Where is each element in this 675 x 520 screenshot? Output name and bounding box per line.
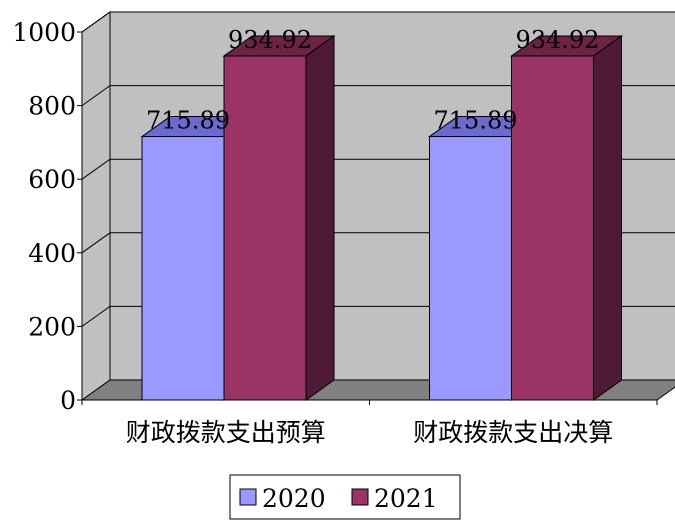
legend-swatch	[239, 488, 257, 506]
category-labels: 财政拨款支出预算 财政拨款支出决算	[126, 418, 614, 447]
y-tick-label: 800	[28, 92, 76, 121]
legend-swatch	[351, 488, 369, 506]
gridline	[81, 85, 675, 107]
category-label: 财政拨款支出决算	[413, 418, 613, 447]
legend-label: 2021	[374, 484, 438, 513]
y-tick-label: 0	[60, 386, 76, 415]
bar	[222, 34, 336, 401]
bar-front	[141, 136, 225, 401]
y-tick-label: 400	[28, 239, 76, 268]
data-label: 934.92	[516, 26, 600, 54]
y-tick-label: 1000	[12, 18, 76, 47]
bar-side	[593, 34, 622, 401]
bar-side	[305, 34, 335, 401]
legend-box	[229, 474, 461, 520]
data-label: 715.89	[146, 107, 230, 135]
y-tick-label: 200	[28, 312, 76, 341]
bar	[509, 34, 624, 401]
bar-front	[511, 55, 594, 401]
legend-label: 2020	[262, 484, 326, 513]
bars	[140, 34, 624, 401]
legend: 2020 2021	[229, 474, 461, 520]
data-label: 715.89	[434, 107, 518, 135]
side-wall	[81, 11, 111, 401]
category-label: 财政拨款支出预算	[126, 418, 326, 447]
gridline	[81, 11, 675, 33]
y-tick-label: 600	[28, 165, 76, 194]
bar-front	[429, 136, 512, 401]
bar-front	[223, 55, 307, 401]
data-label: 934.92	[228, 26, 312, 54]
y-axis-ticks: 0 200 400 600 800 1000	[12, 18, 76, 415]
data-labels: 715.89 934.92 715.89 934.92	[146, 26, 599, 135]
